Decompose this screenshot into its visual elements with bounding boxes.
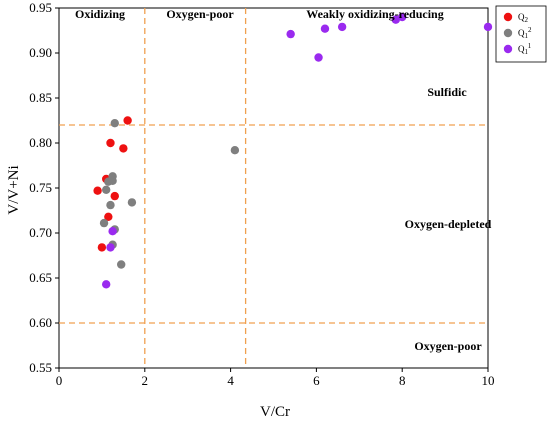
y-tick-label: 0.70 (29, 225, 52, 240)
zone-label-oxygen-poor-bottom: Oxygen-poor (414, 339, 482, 353)
series-q11 (101, 12, 493, 289)
legend-marker (503, 12, 513, 22)
data-point (117, 260, 126, 269)
plot-border (58, 7, 489, 369)
data-point (110, 191, 119, 201)
x-tick-label: 0 (56, 373, 63, 388)
data-point (119, 144, 128, 153)
legend-marker (503, 28, 513, 38)
y-axis-title: V/V+Ni (6, 165, 22, 214)
zone-label-oxygen-poor-top: Oxygen-poor (166, 7, 234, 21)
plot-frame (58, 7, 489, 369)
y-tick-label: 0.60 (29, 315, 52, 330)
x-axis-title: V/Cr (260, 404, 290, 420)
zone-label-oxygen-depleted: Oxygen-depleted (405, 217, 492, 231)
x-tick-label: 2 (142, 373, 149, 388)
data-point (123, 116, 132, 125)
data-point (391, 15, 400, 24)
zone-label-oxidizing: Oxidizing (75, 7, 125, 21)
legend-label: Q2 (518, 12, 529, 24)
x-tick-label: 8 (399, 373, 406, 388)
legend-label: Q11 (518, 42, 532, 56)
series-q2 (93, 116, 132, 252)
data-point (398, 12, 407, 22)
data-point (93, 186, 102, 195)
legend-label: Q12 (518, 26, 532, 40)
data-point (110, 119, 119, 128)
data-point (108, 172, 117, 181)
x-tick-label: 10 (482, 373, 495, 388)
y-tick-label: 0.55 (29, 360, 52, 375)
y-tick-label: 0.80 (29, 135, 52, 150)
data-point (314, 53, 323, 62)
data-point (127, 198, 137, 207)
data-point (106, 200, 115, 210)
data-point (101, 185, 111, 194)
data-point (97, 243, 107, 252)
data-point (101, 280, 111, 289)
zone-label-weakly-oxidizing-reducing: Weakly oxidizing-reducing (306, 7, 443, 21)
threshold-lines (59, 8, 488, 368)
y-tick-label: 0.95 (29, 0, 52, 15)
data-point (230, 146, 240, 155)
data-point (337, 22, 347, 32)
x-tick-label: 6 (313, 373, 320, 388)
data-point (99, 218, 109, 228)
data-point (320, 24, 330, 33)
data-points (93, 12, 493, 289)
zone-label-sulfidic: Sulfidic (427, 85, 467, 99)
legend: Q2 Q12 Q11 (495, 5, 547, 63)
y-tick-label: 0.75 (29, 180, 52, 195)
data-point (106, 243, 115, 252)
data-point (104, 212, 113, 221)
data-point (483, 22, 493, 32)
data-point (108, 227, 117, 236)
legend-marker (503, 44, 513, 54)
y-tick-label: 0.65 (29, 270, 52, 285)
axis-ticks: 0 2 4 6 8 10 0.55 0.60 0.65 0.70 0.75 0.80 0.85 0.90 0… (29, 0, 494, 388)
y-tick-label: 0.90 (29, 45, 52, 60)
series-q12 (99, 119, 240, 269)
data-point (286, 29, 295, 39)
data-point (106, 138, 115, 148)
x-tick-label: 4 (227, 373, 234, 388)
y-tick-label: 0.85 (29, 90, 52, 105)
